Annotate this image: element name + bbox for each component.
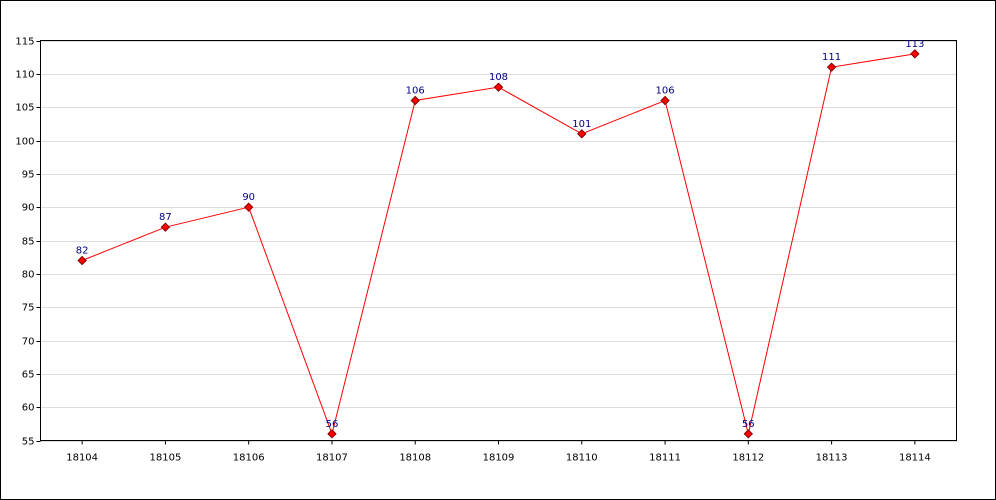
data-label: 106 <box>406 86 425 97</box>
data-label: 101 <box>572 119 591 130</box>
marker <box>327 429 337 439</box>
data-label: 82 <box>76 246 89 257</box>
marker <box>826 62 837 72</box>
marker <box>910 49 920 59</box>
y-tick-label: 80 <box>22 270 35 281</box>
data-label: 90 <box>242 192 255 203</box>
marker <box>243 202 254 212</box>
grid <box>40 41 957 442</box>
x-tick-label: 18104 <box>66 453 98 464</box>
y-tick-label: 90 <box>22 203 35 214</box>
x-tick-label: 18111 <box>649 453 681 464</box>
data-label: 113 <box>905 39 924 50</box>
y-tick-label: 115 <box>15 37 34 48</box>
marker <box>577 129 587 139</box>
x-tick-label: 18107 <box>316 453 348 464</box>
marks <box>77 49 920 439</box>
data-label: 87 <box>159 212 172 223</box>
data-label: 108 <box>489 72 508 83</box>
y-tick-label: 65 <box>22 370 35 381</box>
marker <box>743 429 754 439</box>
data-label: 56 <box>326 419 339 430</box>
y-tick-label: 110 <box>15 70 34 81</box>
x-tick-label: 18105 <box>150 453 182 464</box>
x-tick-label: 18106 <box>233 453 265 464</box>
y-tick-label: 95 <box>22 170 35 181</box>
marker <box>160 222 171 232</box>
y-tick-label: 75 <box>22 303 35 314</box>
x-tick-label: 18113 <box>816 453 848 464</box>
x-tick-label: 18108 <box>399 453 431 464</box>
x-tick-label: 18114 <box>899 453 931 464</box>
data-label: 111 <box>822 52 841 63</box>
data-label: 56 <box>742 419 755 430</box>
y-tick-label: 105 <box>15 103 34 114</box>
x-tick-label: 18112 <box>732 453 764 464</box>
y-tick-label: 85 <box>22 237 35 248</box>
x-tick-label: 18110 <box>566 453 598 464</box>
marker <box>77 255 87 266</box>
y-tick-label: 100 <box>15 137 34 148</box>
y-tick-label: 60 <box>22 403 35 414</box>
marker <box>410 95 420 106</box>
x-tick-label: 18109 <box>483 453 515 464</box>
marker <box>660 95 670 106</box>
data-label: 106 <box>655 86 674 97</box>
marker <box>493 82 504 92</box>
y-tick-label: 55 <box>22 437 35 448</box>
y-tick-label: 70 <box>22 337 35 348</box>
